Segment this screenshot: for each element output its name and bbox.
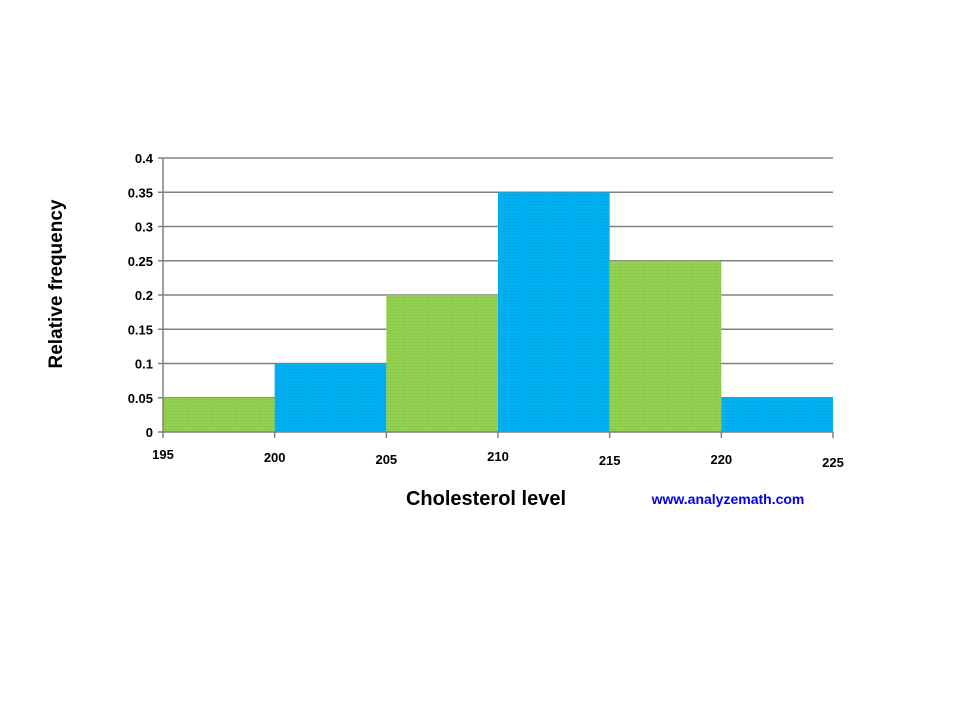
histogram-bar-texture <box>386 295 498 432</box>
y-tick-label: 0.2 <box>135 288 153 303</box>
x-tick-label: 195 <box>152 447 174 462</box>
y-axis-title: Relative frequency <box>46 199 67 368</box>
x-tick-label: 210 <box>487 449 509 464</box>
y-tick-label: 0.05 <box>128 391 153 406</box>
x-tick-labels: 195 200 205 210 215 220 225 <box>152 447 844 470</box>
x-axis-title: Cholesterol level <box>406 488 566 510</box>
x-tick-label: 205 <box>375 452 397 467</box>
y-tick-label: 0.4 <box>135 151 154 166</box>
x-tick-label: 225 <box>822 455 844 470</box>
y-tick-label: 0.25 <box>128 254 153 269</box>
y-tick-label: 0.3 <box>135 220 153 235</box>
axes <box>158 157 834 438</box>
watermark-link[interactable]: www.analyzemath.com <box>651 491 805 507</box>
x-tick-label: 220 <box>710 452 732 467</box>
x-tick-label: 215 <box>599 453 621 468</box>
y-tick-label: 0.1 <box>135 357 153 372</box>
y-tick-label: 0 <box>146 425 153 440</box>
histogram-bar-texture <box>163 397 275 432</box>
x-tick-label: 200 <box>264 450 286 465</box>
y-tick-label: 0.35 <box>128 185 153 200</box>
histogram-bar-texture <box>721 397 833 432</box>
histogram-bar-texture <box>609 260 722 432</box>
y-tick-label: 0.15 <box>128 322 153 337</box>
y-tick-labels: 0 0.05 0.1 0.15 0.2 0.25 0.3 0.35 0.4 <box>128 151 154 440</box>
bars <box>163 192 833 432</box>
histogram-bar-texture <box>274 363 387 432</box>
histogram-bar-texture <box>498 192 610 432</box>
